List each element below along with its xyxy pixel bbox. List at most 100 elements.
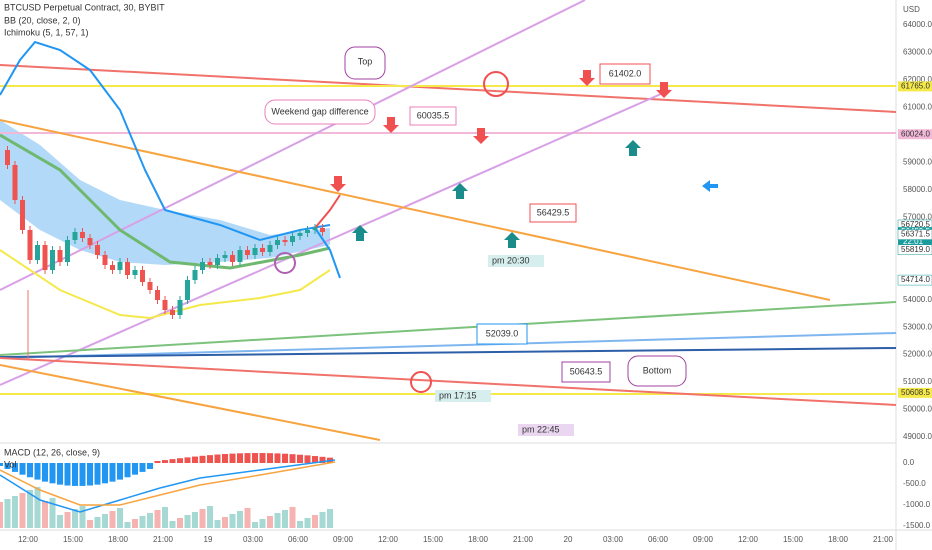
candle	[125, 262, 130, 275]
volume-bar	[34, 487, 41, 528]
time-label: 19	[204, 535, 213, 544]
time-label: 18:00	[108, 535, 129, 544]
macd-label: 0.0	[903, 458, 915, 467]
candle	[65, 240, 70, 262]
volume-bar	[289, 507, 296, 528]
macd-bar	[162, 460, 168, 463]
candle	[252, 248, 258, 255]
candle	[290, 236, 295, 242]
candle	[230, 255, 235, 262]
candle	[170, 310, 175, 315]
volume-bar	[267, 516, 273, 528]
candle	[177, 300, 183, 315]
volume-bar	[94, 517, 101, 528]
volume-bar	[297, 521, 303, 528]
price-label: 58000.0	[903, 185, 932, 194]
macd-label: -1500.0	[903, 521, 931, 530]
note-price: 60035.5	[417, 110, 450, 120]
time-label: 21:00	[513, 535, 534, 544]
price-label: 62000.0	[903, 75, 932, 84]
volume-bar	[304, 518, 311, 528]
price-label: 63000.0	[903, 48, 932, 57]
candle	[57, 250, 63, 262]
macd-bar	[244, 453, 251, 463]
candle	[20, 200, 25, 230]
time-label: 03:00	[603, 535, 624, 544]
price-tag-sub: 22:01	[903, 237, 924, 246]
volume-bar	[319, 512, 326, 528]
volume-bar	[42, 501, 48, 528]
candle	[320, 228, 325, 232]
macd-bar	[109, 463, 116, 482]
macd-bar	[184, 457, 191, 463]
annotations: Top Weekend gap difference 61402.0 60035…	[264, 46, 687, 436]
time-label: 03:00	[243, 535, 264, 544]
symbol: BTCUSD Perpetual Contract, 30, BYBIT	[4, 2, 165, 12]
macd-bar	[222, 454, 228, 463]
macd-bar	[87, 463, 93, 486]
price-label: 59000.0	[903, 157, 932, 166]
time-label: 21:00	[153, 535, 174, 544]
macd-bar	[267, 453, 273, 463]
candle	[102, 255, 108, 265]
candle	[117, 262, 123, 270]
volume-bar	[177, 518, 183, 528]
volume-bar	[252, 522, 258, 528]
price-tag	[897, 274, 932, 286]
price-tag-label: 55819.0	[901, 245, 930, 254]
note-price: 52039.0	[486, 328, 519, 338]
candle	[42, 245, 48, 270]
macd-bar	[12, 463, 18, 472]
markers	[274, 70, 718, 393]
macd-bar	[102, 463, 108, 484]
macd-bar	[139, 463, 146, 472]
axes: 64000.0 63000.0 62000.0 61000.0 59000.0 58000…	[18, 20, 932, 544]
price-label: 64000.0	[903, 20, 932, 29]
macd-bar	[259, 453, 266, 463]
price-tag	[898, 129, 932, 140]
volume-bar	[214, 520, 221, 528]
macd-bar	[49, 463, 56, 484]
candle	[12, 165, 18, 200]
price-label: 54000.0	[903, 295, 932, 304]
macd-bar	[274, 453, 281, 463]
volume-bar	[79, 506, 86, 528]
note-time: pm 20:30	[492, 255, 530, 265]
volume-bar	[27, 490, 33, 528]
price-label: 49000.0	[903, 432, 932, 441]
volume-bar	[274, 513, 281, 528]
macd-bar	[94, 463, 101, 485]
candle	[110, 265, 115, 270]
currency: USD	[903, 5, 920, 14]
time-label: 15:00	[783, 535, 804, 544]
candle	[215, 258, 220, 265]
volume-bar	[12, 496, 18, 528]
macd-bar	[27, 463, 33, 478]
candle	[72, 232, 78, 240]
candle	[95, 245, 100, 255]
macd-bar	[64, 463, 71, 486]
volume-bar	[237, 511, 243, 528]
macd-bar	[282, 453, 288, 463]
macd-bar	[42, 463, 48, 482]
volume-bar	[229, 514, 236, 528]
candle	[35, 245, 40, 260]
volume-bar	[184, 515, 191, 528]
macd-lines	[0, 459, 336, 513]
macd-bar	[229, 453, 236, 463]
candle	[282, 240, 288, 242]
indicator: BB (20, close, 2, 0)	[4, 15, 81, 25]
time-label: 21:00	[873, 535, 894, 544]
macd-label: -1000.0	[903, 500, 931, 509]
price-tag-label: 56720.5	[901, 220, 930, 229]
candle	[87, 238, 93, 245]
price-tag	[898, 387, 932, 398]
volume-bar	[147, 513, 153, 528]
macd-bar	[304, 455, 311, 463]
macd-bar	[34, 463, 41, 480]
macd-title: MACD (12, 26, close, 9)	[4, 447, 100, 457]
volume-bar	[312, 515, 318, 528]
time-label: 20	[564, 535, 573, 544]
time-label: 15:00	[423, 535, 444, 544]
